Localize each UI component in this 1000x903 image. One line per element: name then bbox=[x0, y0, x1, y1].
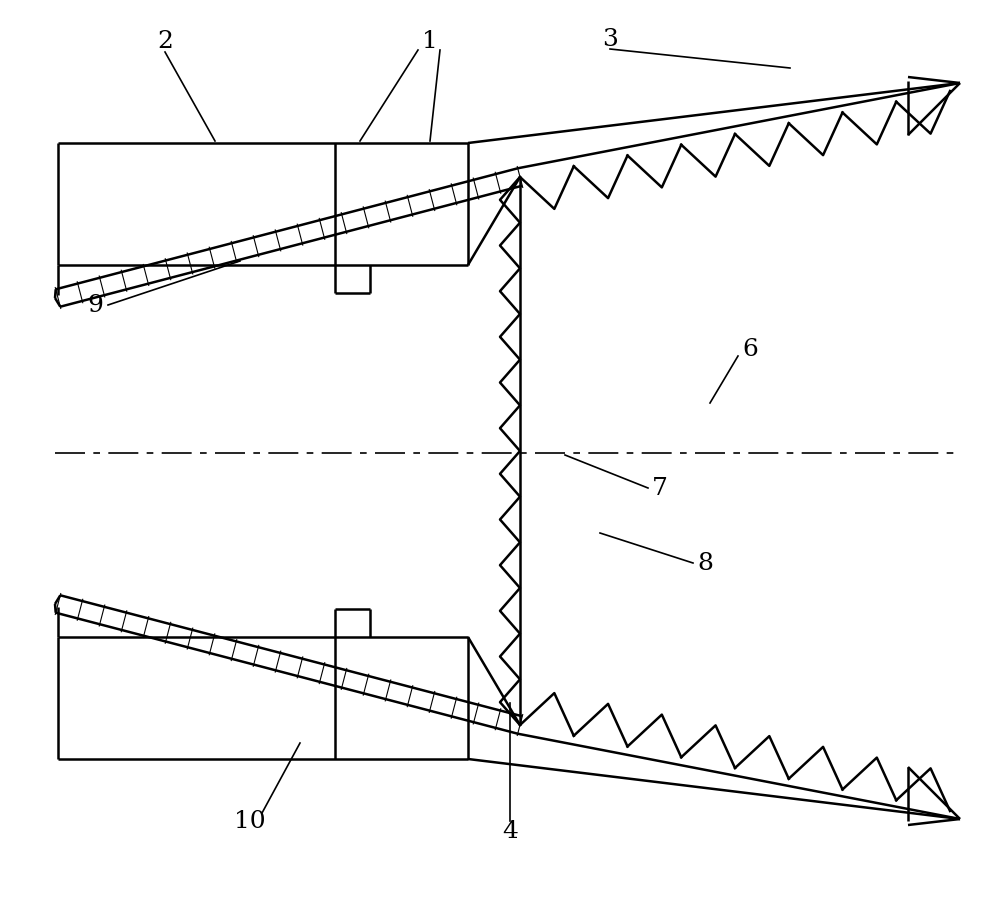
Text: 8: 8 bbox=[697, 552, 713, 575]
Text: 1: 1 bbox=[422, 31, 438, 53]
Text: 7: 7 bbox=[652, 477, 668, 500]
Text: 4: 4 bbox=[502, 820, 518, 842]
Text: 9: 9 bbox=[87, 294, 103, 317]
Text: 10: 10 bbox=[234, 810, 266, 833]
Text: 3: 3 bbox=[602, 27, 618, 51]
Text: 2: 2 bbox=[157, 31, 173, 53]
Text: 6: 6 bbox=[742, 337, 758, 360]
